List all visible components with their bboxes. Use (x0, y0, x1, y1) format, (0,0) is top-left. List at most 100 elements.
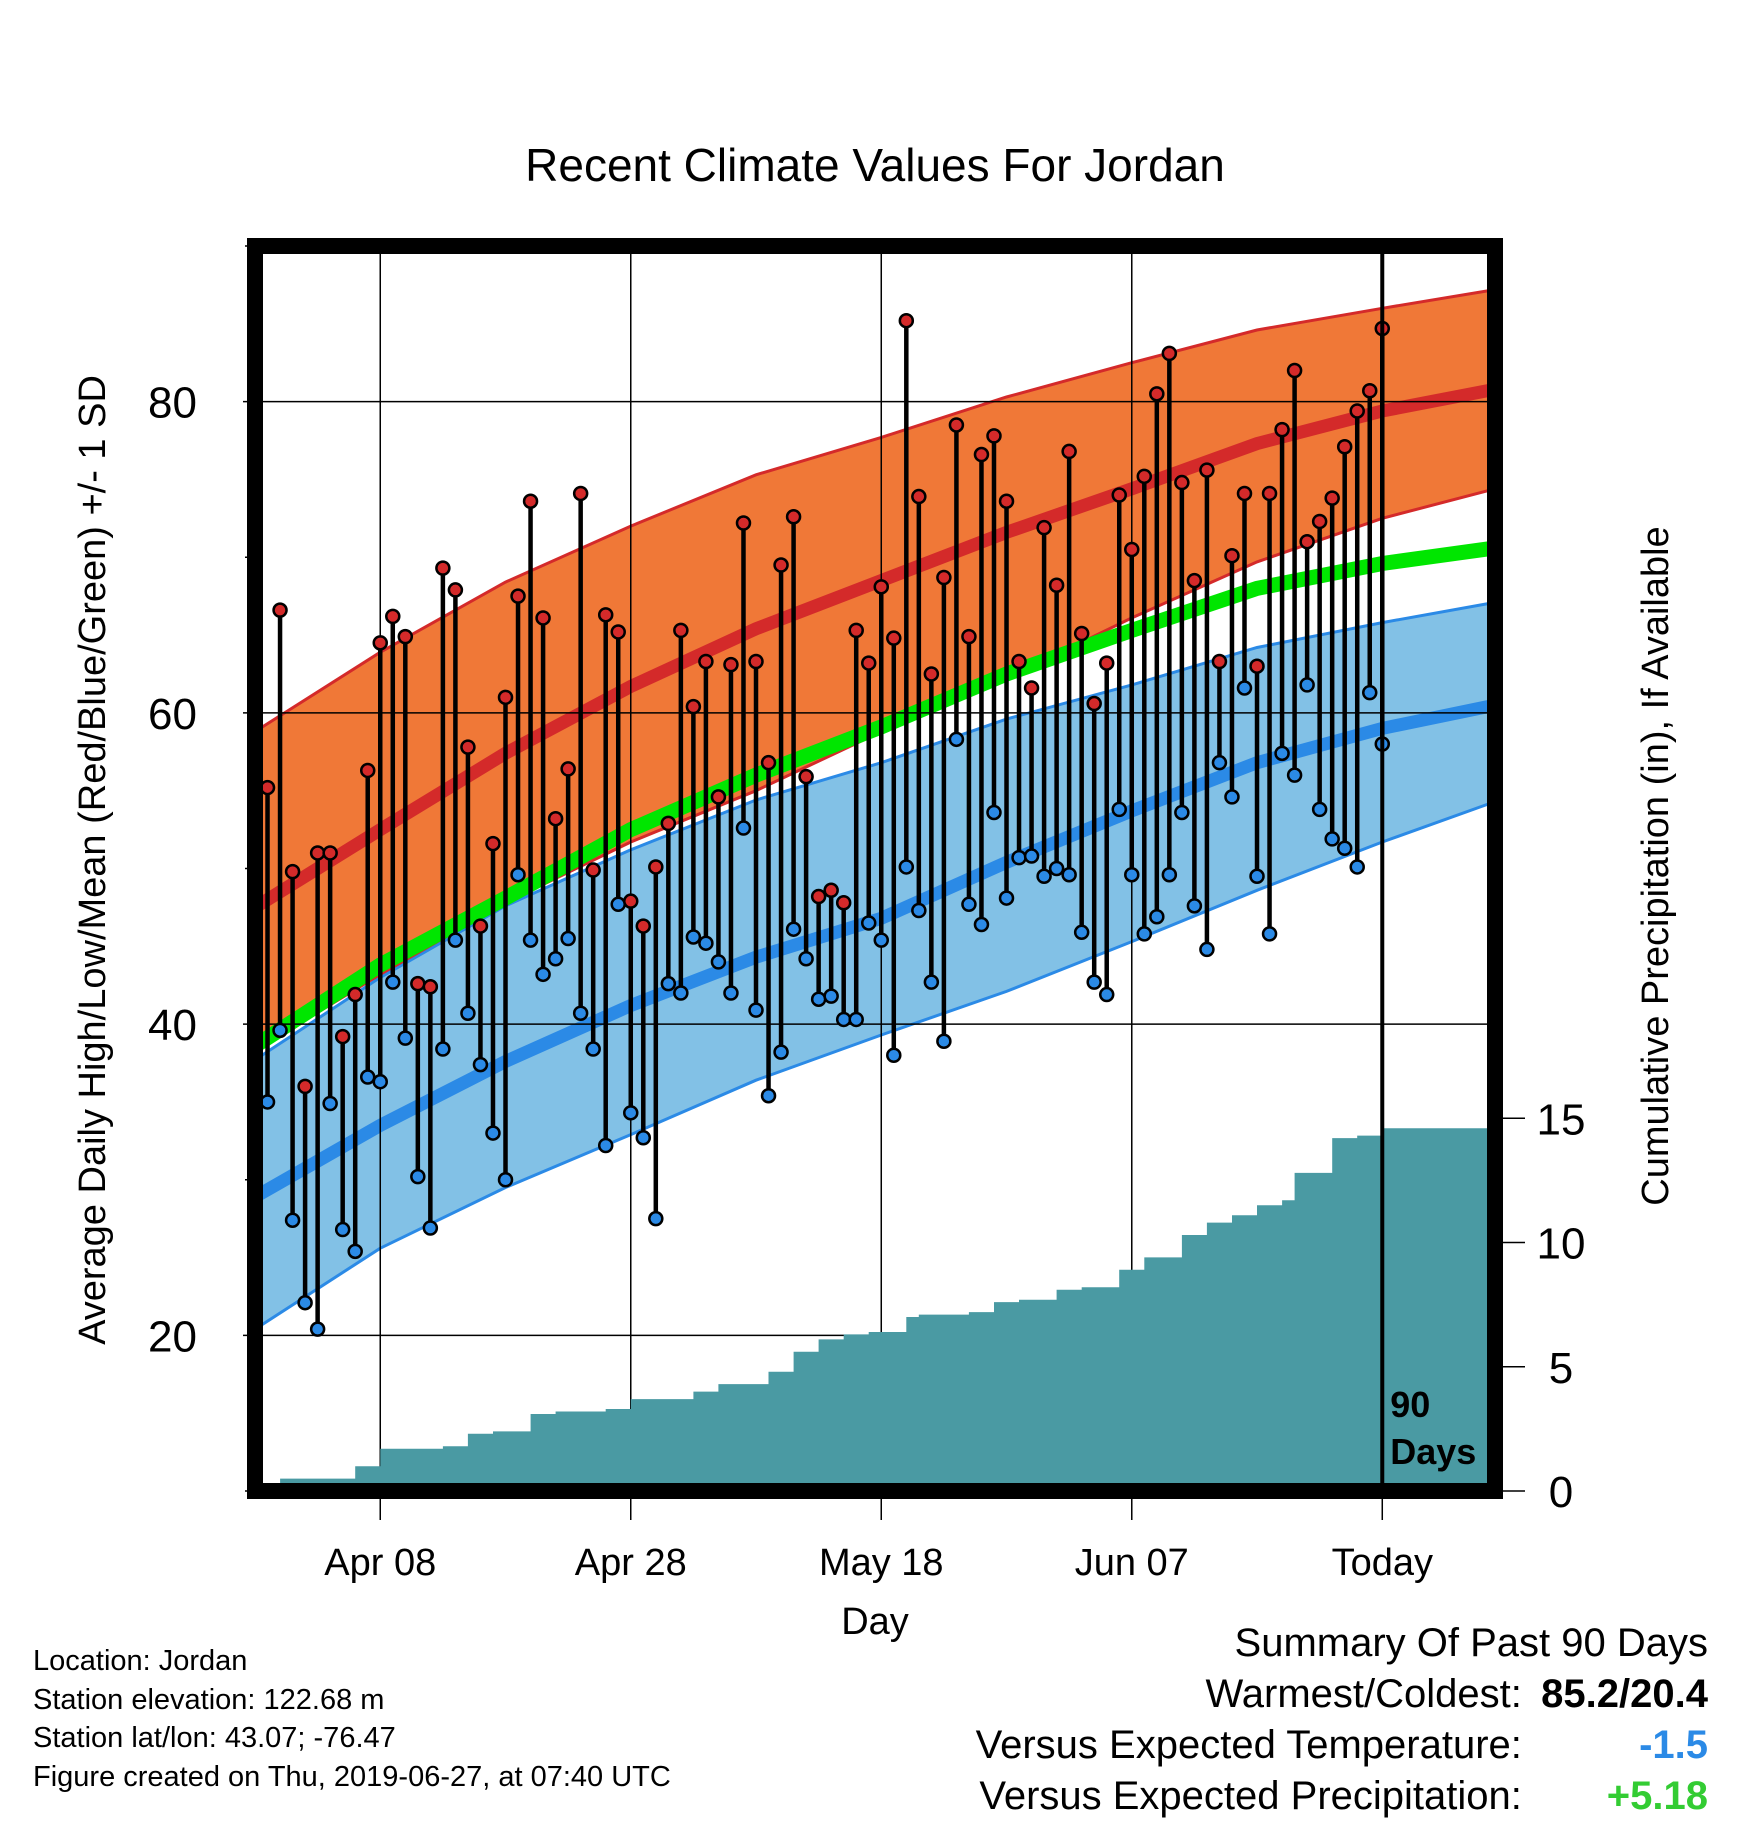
y-right-tick-label: 0 (1549, 1468, 1573, 1517)
observed-low-point (1349, 859, 1365, 875)
observation-day (460, 739, 476, 1021)
observed-high-point (710, 789, 727, 805)
observation-day (1361, 382, 1378, 701)
observed-low-point (585, 1041, 601, 1057)
observed-low-point (410, 1168, 426, 1185)
observed-low-point (810, 991, 827, 1007)
observation-day (911, 488, 927, 919)
observed-low-point (447, 932, 464, 948)
observation-day (472, 918, 489, 1073)
observed-high-point (1061, 443, 1077, 460)
observed-high-point (1149, 386, 1165, 402)
warmest-label: Warmest/Coldest: (1205, 1672, 1522, 1716)
observation-day (1299, 533, 1315, 693)
observed-high-point (623, 893, 639, 909)
observed-high-point (986, 428, 1002, 444)
observed-low-point (648, 1210, 664, 1227)
observed-low-point (1211, 754, 1228, 771)
observed-high-point (510, 588, 526, 604)
observation-day (823, 882, 839, 1004)
observed-low-point (1149, 908, 1165, 925)
observed-high-point (397, 628, 414, 645)
summary-panel: Summary Of Past 90 Days Warmest/Coldest:… (976, 1618, 1708, 1822)
observed-high-point (973, 446, 990, 463)
observed-high-point (760, 754, 777, 771)
observation-day (1111, 487, 1127, 818)
observed-high-point (835, 894, 852, 911)
observation-day (522, 493, 539, 948)
observed-high-point (1249, 658, 1265, 674)
observed-high-point (1211, 653, 1228, 670)
observed-low-point (835, 1011, 852, 1028)
observed-high-point (547, 810, 564, 827)
observation-day (334, 1028, 351, 1238)
observation-day (1073, 625, 1090, 941)
observed-low-point (422, 1220, 439, 1236)
observation-day (873, 579, 890, 948)
observation-day (886, 630, 902, 1063)
summary-title: Summary Of Past 90 Days (1234, 1621, 1708, 1665)
observed-low-point (547, 951, 564, 967)
observed-high-point (735, 515, 752, 531)
observation-day (585, 862, 601, 1057)
observed-high-point (1199, 462, 1215, 478)
observed-low-point (923, 974, 940, 990)
observation-day (397, 628, 414, 1046)
observed-high-point (1324, 490, 1340, 506)
observation-day (860, 655, 877, 931)
observed-low-point (347, 1243, 363, 1260)
observed-high-point (635, 918, 652, 934)
observation-day (1236, 485, 1253, 696)
y-right-tick-label: 10 (1537, 1220, 1586, 1269)
observation-day (1061, 443, 1077, 883)
observed-low-point (610, 896, 626, 913)
observation-day (1048, 577, 1065, 877)
x-tick-label: Today (1332, 1542, 1433, 1584)
observed-low-point (998, 890, 1015, 906)
elevation-text: Station elevation: 122.68 m (33, 1683, 385, 1716)
observed-high-point (1299, 533, 1315, 550)
observed-low-point (1274, 745, 1290, 762)
observed-high-point (447, 582, 464, 598)
observed-low-point (773, 1044, 789, 1060)
observed-high-point (1274, 421, 1290, 438)
y-right-tick-label: 5 (1549, 1344, 1573, 1393)
observed-high-point (898, 312, 915, 329)
observed-low-point (435, 1041, 451, 1057)
observation-day (973, 446, 990, 933)
observed-high-point (961, 628, 977, 645)
observed-high-point (1036, 519, 1052, 536)
observed-high-point (648, 859, 664, 875)
observed-low-point (698, 935, 714, 951)
observed-high-point (334, 1028, 351, 1045)
observed-low-point (685, 929, 702, 945)
observed-high-point (873, 579, 890, 595)
observed-high-point (485, 835, 501, 852)
observed-high-point (785, 509, 802, 525)
observed-low-point (948, 731, 965, 748)
observed-high-point (673, 622, 689, 639)
observed-low-point (823, 988, 839, 1004)
observed-low-point (1199, 941, 1215, 958)
observed-low-point (723, 985, 739, 1001)
location-text: Location: Jordan (33, 1645, 248, 1677)
observed-low-point (760, 1087, 777, 1104)
observation-day (572, 485, 589, 1021)
precip-area (255, 1128, 1495, 1491)
observed-low-point (1048, 860, 1065, 877)
observation-day (998, 493, 1015, 906)
today-label: 90 (1390, 1384, 1430, 1425)
observation-day (1224, 547, 1240, 805)
observation-day (735, 515, 752, 836)
chart-title: Recent Climate Values For Jordan (525, 139, 1225, 191)
observation-day (986, 428, 1002, 821)
observations (259, 312, 1391, 1337)
observed-high-point (773, 557, 789, 573)
summary-warmest-row: Warmest/Coldest: 85.2/20.4 (976, 1669, 1709, 1720)
y-tick-label: 60 (148, 690, 197, 739)
observed-low-point (1299, 677, 1315, 693)
observed-low-point (1311, 801, 1328, 818)
observed-high-point (472, 918, 489, 934)
observation-day (648, 859, 664, 1227)
